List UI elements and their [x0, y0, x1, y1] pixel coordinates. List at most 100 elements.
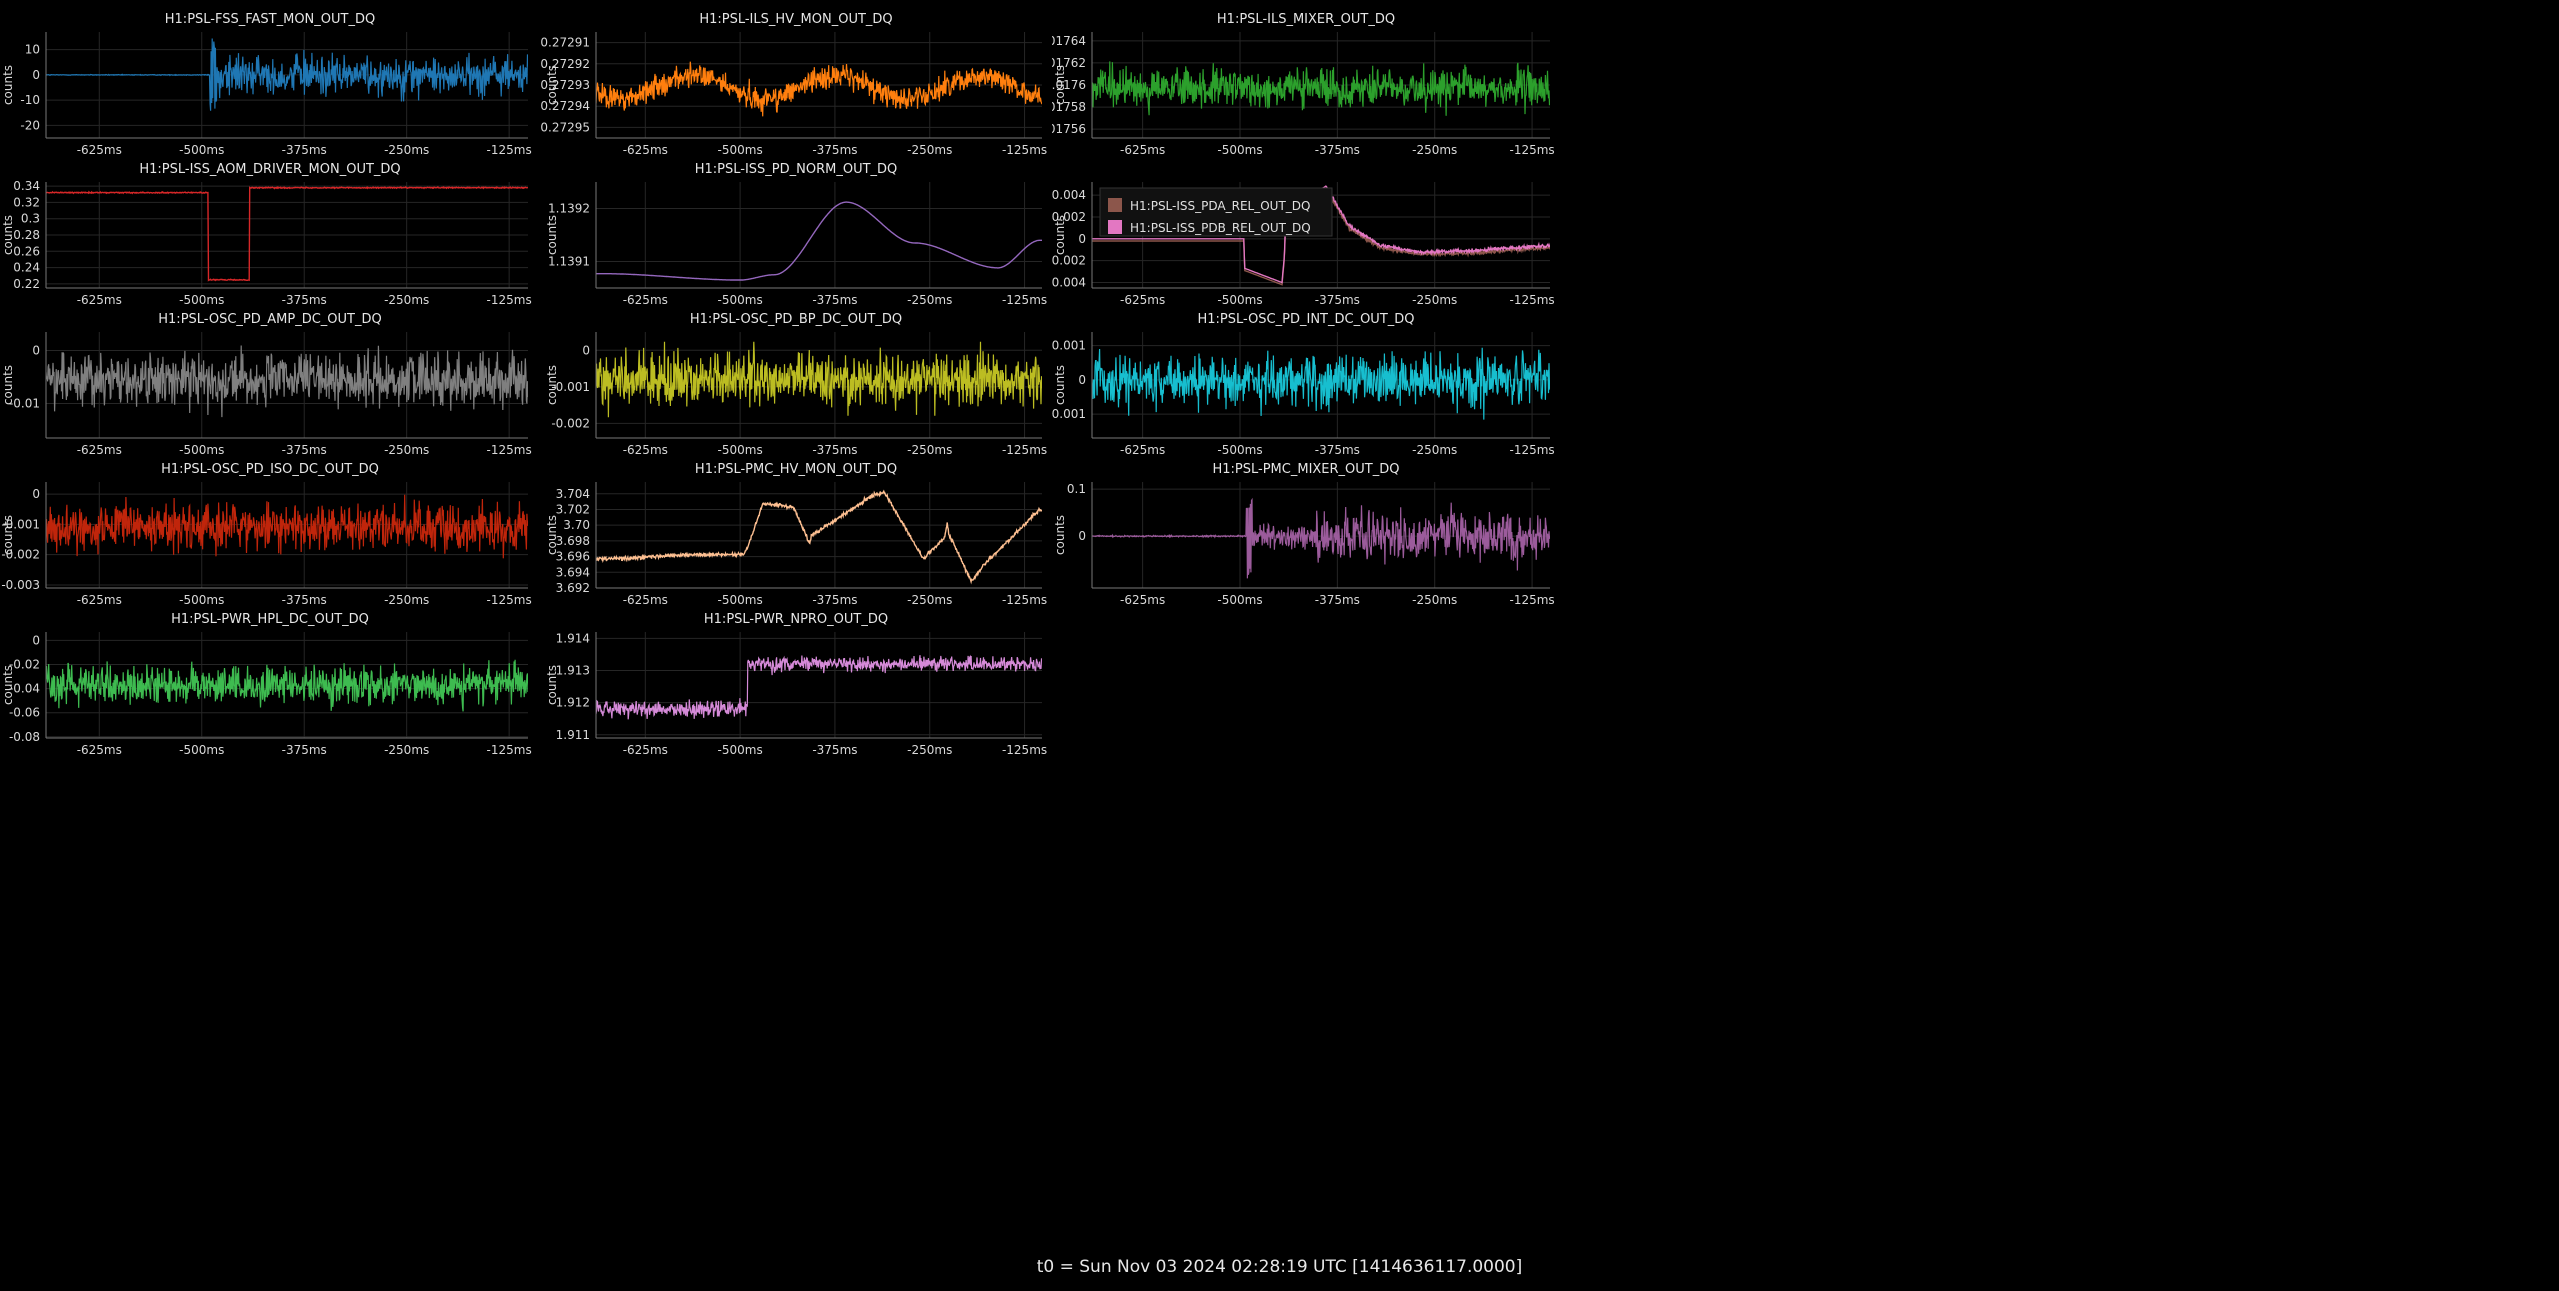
x-tick-label: -625ms — [1120, 143, 1165, 157]
x-tick-label: -375ms — [812, 743, 857, 757]
y-tick-label: 0.004 — [1052, 188, 1086, 202]
chart-svg: 0 -0.001 -0.002 -625ms -500ms -375ms -250ms -12… — [545, 332, 1047, 457]
x-tick-label: -500ms — [718, 743, 763, 757]
x-tick-label: -125ms — [1002, 143, 1047, 157]
legend: H1:PSL-ISS_PDA_REL_OUT_DQ H1:PSL-ISS_PDB_… — [1099, 187, 1333, 237]
x-tick-label: -125ms — [487, 293, 532, 307]
y-tick-label: 0.28 — [13, 228, 40, 242]
y-tick-label: -0.27291 — [540, 36, 590, 50]
y-tick-label: -20 — [20, 118, 40, 132]
chart-svg: 0 -0.02 -0.04 -0.06 -0.08 -625ms -500ms -375ms -… — [1, 632, 532, 757]
x-tick-label: -625ms — [623, 743, 668, 757]
chart-panel-3: H1:PSL-ILS_MIXER_OUT_DQ0.017640.017620.0… — [1052, 10, 1560, 160]
y-tick-label: 0 — [1078, 232, 1086, 246]
x-tick-label: -500ms — [718, 443, 763, 457]
chart-svg: 0.01764 0.01762 0.0176 0.01758 0.01756 -625ms… — [1052, 32, 1555, 157]
x-tick-label: -625ms — [623, 143, 668, 157]
chart-panel-12: H1:PSL-PMC_MIXER_OUT_DQ 0.1 0 -625ms -500ms -… — [1052, 460, 1560, 610]
chart-panel-9: H1:PSL-OSC_PD_INT_DC_OUT_DQ 0.001 0 -0.001 -… — [1052, 310, 1560, 460]
series-line-1 — [596, 489, 1042, 585]
x-tick-label: -500ms — [179, 143, 224, 157]
x-tick-label: -375ms — [1315, 593, 1360, 607]
y-tick-label: 0 — [32, 487, 40, 501]
x-tick-label: -500ms — [1217, 593, 1262, 607]
series-line-1 — [46, 345, 528, 418]
y-tick-label: -0.001 — [551, 380, 590, 394]
x-tick-label: -125ms — [1509, 443, 1554, 457]
x-tick-label: -250ms — [907, 443, 952, 457]
legend-label: H1:PSL-ISS_PDA_REL_OUT_DQ — [1130, 199, 1310, 213]
y-tick-label: -0.08 — [9, 730, 40, 744]
y-tick-label: 1.912 — [556, 696, 590, 710]
y-tick-label: -0.002 — [1, 548, 40, 562]
x-tick-label: -250ms — [1412, 293, 1457, 307]
series-line-1 — [46, 38, 528, 111]
x-tick-label: -250ms — [907, 143, 952, 157]
chart-panel-7: H1:PSL-OSC_PD_AMP_DC_OUT_DQ 0 -0.01 -625ms -… — [0, 310, 540, 460]
y-axis-label: counts — [1, 515, 15, 555]
y-tick-label: 1.1392 — [548, 202, 590, 216]
series-line-1 — [596, 341, 1042, 418]
x-tick-label: -250ms — [1412, 443, 1457, 457]
x-tick-label: -625ms — [623, 443, 668, 457]
series-line-1 — [46, 494, 528, 559]
x-tick-label: -500ms — [718, 293, 763, 307]
chart-title: H1:PSL-ISS_AOM_DRIVER_MON_OUT_DQ — [139, 162, 401, 177]
series-line-1 — [46, 185, 528, 282]
x-tick-label: -375ms — [812, 593, 857, 607]
y-tick-label: 0.01758 — [1052, 100, 1086, 114]
chart-title: H1:PSL-PMC_HV_MON_OUT_DQ — [694, 462, 898, 477]
x-tick-label: -500ms — [1217, 293, 1262, 307]
y-tick-label: 3.702 — [556, 502, 590, 516]
y-tick-label: 0.32 — [13, 195, 40, 209]
y-tick-label: -10 — [20, 93, 40, 107]
y-tick-label: -0.04 — [9, 682, 40, 696]
x-tick-label: -375ms — [282, 143, 327, 157]
x-tick-label: -500ms — [179, 293, 224, 307]
chart-title: H1:PSL-ILS_MIXER_OUT_DQ — [1216, 12, 1396, 27]
x-tick-label: -125ms — [1002, 443, 1047, 457]
y-tick-label: -0.27294 — [540, 99, 590, 113]
y-axis-label: counts — [545, 665, 559, 705]
x-tick-label: -375ms — [812, 143, 857, 157]
chart-title: H1:PSL-PWR_HPL_DC_OUT_DQ — [171, 612, 369, 627]
y-tick-label: -0.003 — [1, 578, 40, 592]
x-tick-label: -375ms — [282, 743, 327, 757]
x-tick-label: -500ms — [179, 593, 224, 607]
y-axis-label: counts — [1, 215, 15, 255]
y-tick-label: -0.002 — [551, 416, 590, 430]
y-tick-label: 0 — [1078, 529, 1086, 543]
x-tick-label: -625ms — [77, 443, 122, 457]
chart-panel-10: H1:PSL-OSC_PD_ISO_DC_OUT_DQ 0 -0.001 -0.002… — [0, 460, 540, 610]
x-tick-label: -375ms — [282, 443, 327, 457]
chart-panel-1: H1:PSL-FSS_FAST_MON_OUT_DQ 10 0 -10 -20 -625m… — [0, 10, 540, 160]
legend-swatch — [1108, 220, 1122, 234]
chart-panel-6: 0.004 0.002 0 -0.002 -0.004 -625ms -500ms -375m… — [1052, 160, 1560, 310]
x-tick-label: -125ms — [1509, 143, 1554, 157]
series-line-1 — [1092, 61, 1550, 116]
x-tick-label: -125ms — [1509, 593, 1554, 607]
y-tick-label: -0.002 — [1052, 254, 1086, 268]
x-tick-label: -625ms — [77, 593, 122, 607]
x-tick-label: -375ms — [1315, 143, 1360, 157]
legend-swatch — [1108, 198, 1122, 212]
chart-title: H1:PSL-OSC_PD_ISO_DC_OUT_DQ — [161, 462, 379, 477]
chart-panel-5: H1:PSL-ISS_PD_NORM_OUT_DQ 1.1392 1.1391 -62… — [540, 160, 1052, 310]
chart-svg: -0.27291 -0.27292 -0.27293 -0.27294 -0.27295… — [540, 32, 1047, 157]
y-tick-label: 0.01756 — [1052, 122, 1086, 136]
chart-title: H1:PSL-ILS_HV_MON_OUT_DQ — [699, 12, 893, 27]
chart-title: H1:PSL-PWR_NPRO_OUT_DQ — [703, 612, 889, 627]
x-tick-label: -250ms — [384, 743, 429, 757]
chart-svg: 1.1392 1.1391 -625ms -500ms -375ms -250ms -125… — [545, 182, 1047, 307]
x-tick-label: -625ms — [1120, 593, 1165, 607]
x-tick-label: -625ms — [77, 293, 122, 307]
chart-svg: 0.1 0 -625ms -500ms -375ms -250ms -125ms counts — [1053, 482, 1555, 607]
x-tick-label: -500ms — [718, 143, 763, 157]
chart-svg: 0.34 0.32 0.3 0.28 0.26 0.24 0.22 -625ms -500ms -… — [1, 179, 532, 307]
y-axis-label: counts — [545, 365, 559, 405]
y-tick-label: 3.698 — [556, 534, 590, 548]
y-axis-label: counts — [1053, 65, 1067, 105]
x-tick-label: -375ms — [282, 293, 327, 307]
y-tick-label: -0.27295 — [540, 120, 590, 134]
